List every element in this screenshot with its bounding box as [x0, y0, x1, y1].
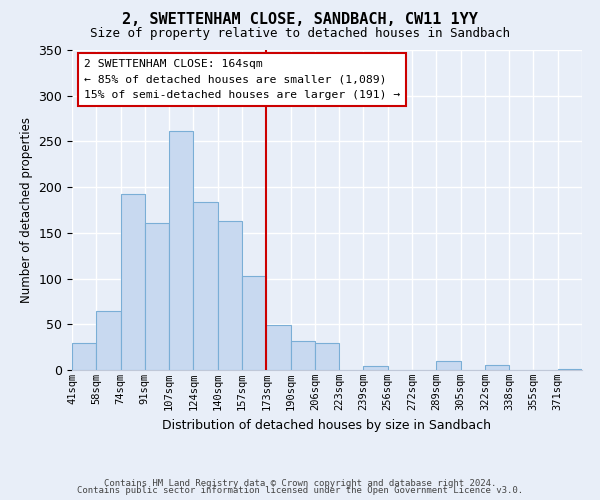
- Bar: [266, 325, 290, 370]
- Y-axis label: Number of detached properties: Number of detached properties: [20, 117, 33, 303]
- Bar: [242, 276, 266, 370]
- Bar: [96, 310, 121, 370]
- Bar: [558, 369, 582, 370]
- Bar: [290, 340, 315, 370]
- Bar: [485, 366, 509, 370]
- Text: Size of property relative to detached houses in Sandbach: Size of property relative to detached ho…: [90, 28, 510, 40]
- X-axis label: Distribution of detached houses by size in Sandbach: Distribution of detached houses by size …: [163, 418, 491, 432]
- Text: 2 SWETTENHAM CLOSE: 164sqm
← 85% of detached houses are smaller (1,089)
15% of s: 2 SWETTENHAM CLOSE: 164sqm ← 85% of deta…: [84, 59, 400, 100]
- Text: Contains public sector information licensed under the Open Government Licence v3: Contains public sector information licen…: [77, 486, 523, 495]
- Bar: [315, 342, 339, 370]
- Bar: [364, 366, 388, 370]
- Text: 2, SWETTENHAM CLOSE, SANDBACH, CW11 1YY: 2, SWETTENHAM CLOSE, SANDBACH, CW11 1YY: [122, 12, 478, 28]
- Bar: [193, 202, 218, 370]
- Bar: [169, 132, 193, 370]
- Bar: [145, 223, 169, 370]
- Bar: [436, 361, 461, 370]
- Bar: [121, 194, 145, 370]
- Text: Contains HM Land Registry data © Crown copyright and database right 2024.: Contains HM Land Registry data © Crown c…: [104, 478, 496, 488]
- Bar: [218, 221, 242, 370]
- Bar: [72, 342, 96, 370]
